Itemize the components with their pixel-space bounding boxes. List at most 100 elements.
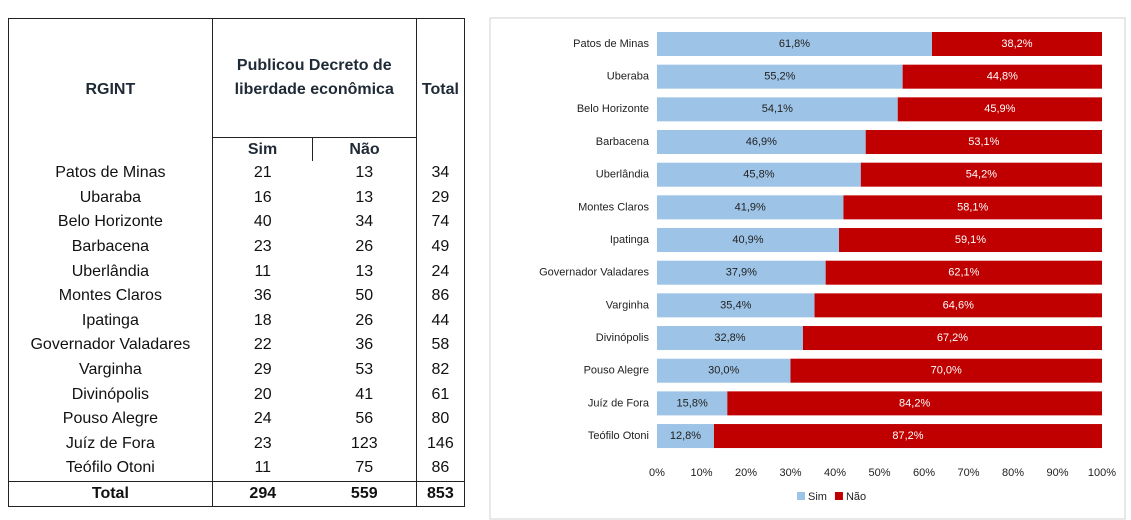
category-label: Montes Claros [578,201,649,213]
value-label: 45,8% [743,169,774,181]
table-cell: 24 [253,410,272,428]
table-cell: Divinópolis [8,382,213,407]
table-row: Patos de Minas 21 13 34 [8,161,465,186]
legend-label: Sim [808,491,827,503]
table-cell: 58 [431,336,450,354]
table-cell: 74 [431,213,450,231]
table-body: Patos de Minas 21 13 34 Ubaraba 16 13 29 Belo Ho… [8,161,465,482]
bar-segment [657,358,791,383]
value-label: 87,2% [892,430,923,442]
value-label: 62,1% [948,267,979,279]
category-label: Governador Valadares [539,267,649,279]
table-cell: 56 [312,406,417,432]
total-cell: Total [8,480,213,507]
category-label: Belo Horizonte [577,103,649,115]
bar-segment [865,130,1102,155]
table-cell: Juíz de Fora [8,431,213,457]
table-cell: 13 [312,185,417,211]
legend-label: Não [846,491,866,503]
table-row: Ipatinga 18 26 44 [8,308,465,334]
bar-segment [825,260,1102,285]
legend-swatch [834,492,843,500]
value-label: 45,9% [984,103,1015,115]
header-group: Publicou Decreto de liberdade econômica [212,18,417,138]
table-cell: 23 [253,238,272,256]
table-cell: 53 [312,357,417,383]
value-label: 61,8% [779,38,810,50]
table-cell: 21 [253,164,272,182]
table-cell: 26 [312,308,417,334]
value-label: 32,8% [714,332,745,344]
header-sim: Sim [212,137,314,161]
category-label: Divinópolis [596,332,650,344]
value-label: 54,1% [762,103,793,115]
bar-segment [657,130,866,155]
value-label: 67,2% [937,332,968,344]
table-cell: 18 [253,311,272,329]
bar-segment [657,32,933,56]
table-row: Uberlândia 11 13 24 [8,259,465,284]
bar-segment [657,195,844,220]
bar-segment [839,228,1102,253]
table-row: Teófilo Otoni 11 75 86 [8,456,465,482]
category-label: Ipatinga [610,234,650,246]
category-label: Juíz de Fora [588,397,650,409]
bar-segment [790,358,1102,383]
bar-segment [897,97,1102,122]
x-tick-label: 70% [957,467,979,479]
data-table: RGINT Publicou Decreto de liberdade econ… [8,18,465,507]
x-tick-label: 20% [735,467,757,479]
table-cell: 123 [312,431,417,457]
table-cell: 86 [431,459,450,477]
table-cell: Governador Valadares [8,333,213,358]
value-label: 53,1% [968,136,999,148]
total-cell: 294 [212,480,313,507]
table-cell: 36 [312,333,417,358]
table-cell: 34 [312,210,417,235]
bar-segment [657,162,861,187]
value-label: 12,8% [670,430,701,442]
table-row: Montes Claros 36 50 86 [8,283,465,309]
category-label: Patos de Minas [573,38,649,50]
table-cell: 41 [312,382,417,407]
bar-segment [713,424,1102,449]
table-row: Pouso Alegre 24 56 80 [8,406,465,432]
value-label: 44,8% [987,71,1018,83]
table-cell: 13 [312,259,417,284]
value-label: 55,2% [764,71,795,83]
table-row: Belo Horizonte 40 34 74 [8,210,465,235]
table-cell: 80 [431,410,450,428]
total-cell: 853 [416,480,465,507]
table-cell: 24 [431,262,450,280]
table-cell: 40 [253,213,272,231]
value-label: 58,1% [957,201,988,213]
table-cell: 29 [431,188,450,206]
table-cell: Montes Claros [8,283,213,309]
x-tick-label: 30% [779,467,801,479]
table-cell: 34 [431,164,450,182]
bar-segment [657,391,728,416]
table-cell: 82 [431,361,450,379]
bar-segment [657,228,840,253]
value-label: 41,9% [735,201,766,213]
table-cell: 44 [431,311,450,329]
legend-swatch [797,492,805,500]
table-cell: Varginha [8,357,213,383]
category-label: Barbacena [596,136,650,148]
table-cell: 146 [427,434,454,452]
table-cell: Patos de Minas [8,161,213,186]
value-label: 38,2% [1001,38,1032,50]
bar-segment [843,195,1102,220]
table-cell: 29 [253,361,272,379]
bar-segment [657,260,826,285]
table-cell: 36 [253,287,272,305]
table-row: Barbacena 23 26 49 [8,234,465,260]
x-tick-label: 0% [649,467,665,479]
value-label: 54,2% [966,169,997,181]
chart: 0% 10% 20% 30% 40% 50% 60% 70% 80% 90% 100% Patos d… [489,17,1126,520]
header-rgint: RGINT [8,18,213,161]
bar-segment [657,424,714,449]
table-cell: 86 [431,287,450,305]
x-tick-label: 60% [913,467,935,479]
